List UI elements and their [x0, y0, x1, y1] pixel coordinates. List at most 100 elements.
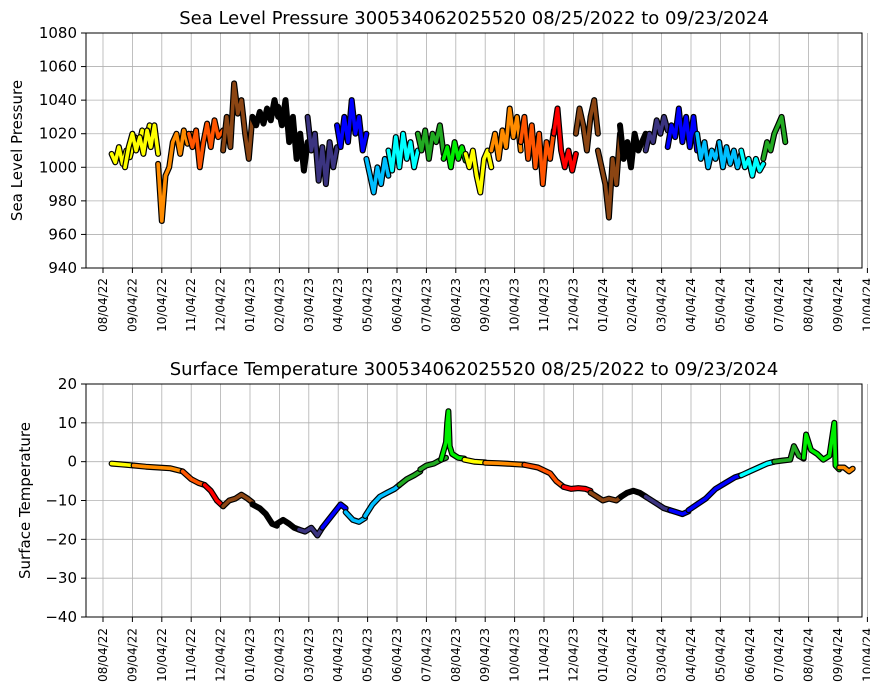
- series-line: [221, 492, 255, 509]
- x-tick-label: 03/04/24: [655, 628, 669, 682]
- x-tick-label: 09/04/22: [125, 278, 139, 332]
- x-tick-label: 06/04/23: [390, 628, 404, 682]
- x-tick-label: 03/04/24: [655, 278, 669, 332]
- y-tick-label: 0: [67, 453, 77, 471]
- series-line: [483, 460, 527, 467]
- series-line: [363, 483, 402, 518]
- series-line: [588, 490, 624, 503]
- x-tick-label: 02/04/24: [625, 628, 639, 682]
- series-line: [156, 128, 193, 223]
- series-line: [364, 157, 391, 195]
- y-tick-label: 1060: [39, 58, 77, 76]
- x-tick-label: 07/04/23: [419, 628, 433, 682]
- x-tick-label: 04/04/24: [684, 278, 698, 332]
- x-tick-label: 09/04/23: [478, 628, 492, 682]
- series-line: [668, 508, 691, 516]
- series-line: [250, 98, 281, 128]
- series-line: [619, 488, 648, 499]
- x-tick-label: 12/04/22: [214, 278, 228, 332]
- y-tick-label: −10: [45, 492, 77, 510]
- series-line: [837, 465, 855, 474]
- series-line: [415, 123, 446, 161]
- x-tick-label: 09/04/22: [125, 628, 139, 682]
- x-tick-label: 06/04/23: [390, 278, 404, 332]
- x-tick-label: 05/04/24: [713, 628, 727, 682]
- series-line: [618, 123, 648, 170]
- series-line: [596, 131, 622, 220]
- x-tick-label: 05/04/24: [713, 278, 727, 332]
- series-line: [739, 148, 766, 178]
- plot-frame: [85, 383, 863, 618]
- series-line: [202, 483, 225, 509]
- y-tick-label: 960: [48, 225, 77, 243]
- x-tick-label: 03/04/23: [302, 278, 316, 332]
- y-tick-label: 20: [58, 375, 77, 393]
- x-tick-label: 07/04/23: [419, 278, 433, 332]
- series-line: [439, 409, 467, 462]
- x-tick-label: 09/04/23: [478, 278, 492, 332]
- series-line: [441, 140, 468, 170]
- x-tick-label: 01/04/24: [596, 628, 610, 682]
- series-line: [801, 420, 842, 472]
- x-tick-label: 01/04/23: [243, 628, 257, 682]
- series-line: [518, 115, 556, 186]
- x-tick-label: 08/04/24: [802, 628, 816, 682]
- series-line: [462, 457, 488, 465]
- series-line: [123, 123, 160, 170]
- x-tick-label: 04/04/23: [331, 278, 345, 332]
- series-line: [686, 473, 744, 513]
- x-tick-label: 09/04/24: [831, 628, 845, 682]
- series-line: [717, 140, 744, 170]
- series-line: [305, 115, 339, 186]
- series-line: [561, 485, 593, 493]
- x-tick-label: 04/04/24: [684, 628, 698, 682]
- series-line: [772, 444, 806, 464]
- x-tick-label: 09/04/24: [831, 278, 845, 332]
- series-line: [463, 148, 494, 195]
- series-line: [665, 106, 699, 153]
- series-line: [131, 463, 185, 474]
- x-tick-label: 08/04/23: [449, 628, 463, 682]
- series-line: [643, 115, 670, 153]
- x-tick-label: 07/04/24: [772, 628, 786, 682]
- series-line: [397, 469, 423, 487]
- x-tick-label: 11/04/22: [184, 628, 198, 682]
- series-line: [276, 98, 310, 173]
- x-tick-label: 05/04/23: [361, 628, 375, 682]
- series-line: [761, 115, 788, 161]
- x-tick-label: 06/04/24: [743, 278, 757, 332]
- series-line: [187, 118, 225, 170]
- y-tick-label: 1040: [39, 91, 77, 109]
- series-line: [109, 461, 136, 468]
- series-line: [275, 518, 301, 532]
- series-line: [343, 510, 367, 524]
- x-tick-label: 05/04/23: [361, 278, 375, 332]
- x-tick-label: 11/04/22: [184, 278, 198, 332]
- x-tick-label: 02/04/23: [272, 628, 286, 682]
- series-line: [250, 502, 279, 528]
- x-tick-label: 04/04/23: [331, 628, 345, 682]
- x-tick-label: 08/04/22: [96, 278, 110, 332]
- y-tick-label: 10: [58, 414, 77, 432]
- series-line: [386, 131, 420, 173]
- x-tick-label: 01/04/24: [596, 278, 610, 332]
- y-axis-label: Sea Level Pressure: [8, 80, 26, 221]
- plot-frame: [85, 32, 863, 269]
- x-tick-label: 10/04/23: [508, 628, 522, 682]
- chart-title: Sea Level Pressure 300534062025520 08/25…: [179, 8, 769, 29]
- x-tick-label: 08/04/24: [802, 278, 816, 332]
- series-line: [109, 123, 152, 166]
- series-line: [695, 131, 722, 170]
- x-tick-label: 06/04/24: [743, 628, 757, 682]
- x-tick-label: 10/04/24: [860, 628, 870, 682]
- chart-panel-2: −40 −30 −20 −10 0 10 20 08/04/22 09/04/22 10/04/2…: [16, 359, 870, 682]
- x-tick-label: 02/04/23: [272, 278, 286, 332]
- x-tick-label: 10/04/24: [860, 278, 870, 332]
- x-tick-label: 02/04/24: [625, 278, 639, 332]
- x-tick-label: 11/04/23: [537, 628, 551, 682]
- x-tick-label: 03/04/23: [302, 628, 316, 682]
- series-line: [643, 494, 673, 513]
- x-tick-label: 11/04/23: [537, 278, 551, 332]
- y-tick-label: −20: [45, 530, 77, 548]
